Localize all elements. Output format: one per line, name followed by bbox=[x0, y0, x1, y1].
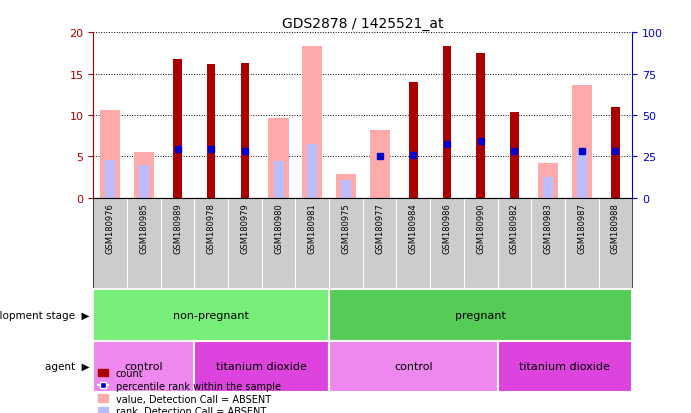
Text: agent  ▶: agent ▶ bbox=[45, 361, 90, 372]
Text: control: control bbox=[394, 361, 433, 372]
Bar bbox=[329, 289, 632, 341]
Bar bbox=[336, 174, 356, 198]
Text: GSM180980: GSM180980 bbox=[274, 203, 283, 254]
Text: GSM180983: GSM180983 bbox=[544, 203, 553, 254]
Bar bbox=[302, 47, 322, 198]
Bar bbox=[134, 153, 154, 198]
Bar bbox=[612, 107, 620, 198]
Text: GSM180986: GSM180986 bbox=[442, 203, 451, 254]
Bar bbox=[577, 150, 587, 198]
Bar bbox=[307, 145, 317, 198]
Bar bbox=[538, 164, 558, 198]
Text: GSM180982: GSM180982 bbox=[510, 203, 519, 254]
Bar bbox=[543, 178, 553, 198]
Text: GSM180975: GSM180975 bbox=[341, 203, 350, 254]
Text: GSM180978: GSM180978 bbox=[207, 203, 216, 254]
Bar bbox=[274, 162, 283, 198]
Bar bbox=[240, 64, 249, 198]
Text: control: control bbox=[124, 361, 163, 372]
Text: GSM180981: GSM180981 bbox=[307, 203, 316, 254]
Text: titanium dioxide: titanium dioxide bbox=[216, 361, 307, 372]
Legend: count, percentile rank within the sample, value, Detection Call = ABSENT, rank, : count, percentile rank within the sample… bbox=[98, 368, 281, 413]
Bar bbox=[477, 54, 485, 198]
Text: GSM180976: GSM180976 bbox=[106, 203, 115, 254]
Text: GSM180977: GSM180977 bbox=[375, 203, 384, 254]
Text: GSM180985: GSM180985 bbox=[140, 203, 149, 254]
Text: GSM180979: GSM180979 bbox=[240, 203, 249, 254]
Bar bbox=[498, 341, 632, 392]
Bar bbox=[105, 161, 115, 198]
Text: GSM180987: GSM180987 bbox=[577, 203, 586, 254]
Bar bbox=[370, 131, 390, 198]
Bar bbox=[207, 65, 216, 198]
Bar bbox=[510, 113, 518, 198]
Bar bbox=[268, 119, 289, 198]
Bar bbox=[409, 83, 417, 198]
Bar bbox=[341, 181, 351, 198]
Text: GSM180984: GSM180984 bbox=[409, 203, 418, 254]
Bar bbox=[139, 166, 149, 198]
Bar bbox=[443, 47, 451, 198]
Text: GSM180990: GSM180990 bbox=[476, 203, 485, 253]
Bar bbox=[571, 86, 591, 198]
Text: pregnant: pregnant bbox=[455, 310, 506, 320]
Bar bbox=[100, 111, 120, 198]
Text: non-pregnant: non-pregnant bbox=[173, 310, 249, 320]
Text: titanium dioxide: titanium dioxide bbox=[520, 361, 610, 372]
Text: GSM180988: GSM180988 bbox=[611, 203, 620, 254]
Bar bbox=[93, 289, 329, 341]
Bar bbox=[93, 341, 194, 392]
Title: GDS2878 / 1425521_at: GDS2878 / 1425521_at bbox=[282, 17, 444, 31]
Text: development stage  ▶: development stage ▶ bbox=[0, 310, 90, 320]
Bar bbox=[194, 341, 329, 392]
Bar bbox=[329, 341, 498, 392]
Bar bbox=[173, 59, 182, 198]
Text: GSM180989: GSM180989 bbox=[173, 203, 182, 254]
